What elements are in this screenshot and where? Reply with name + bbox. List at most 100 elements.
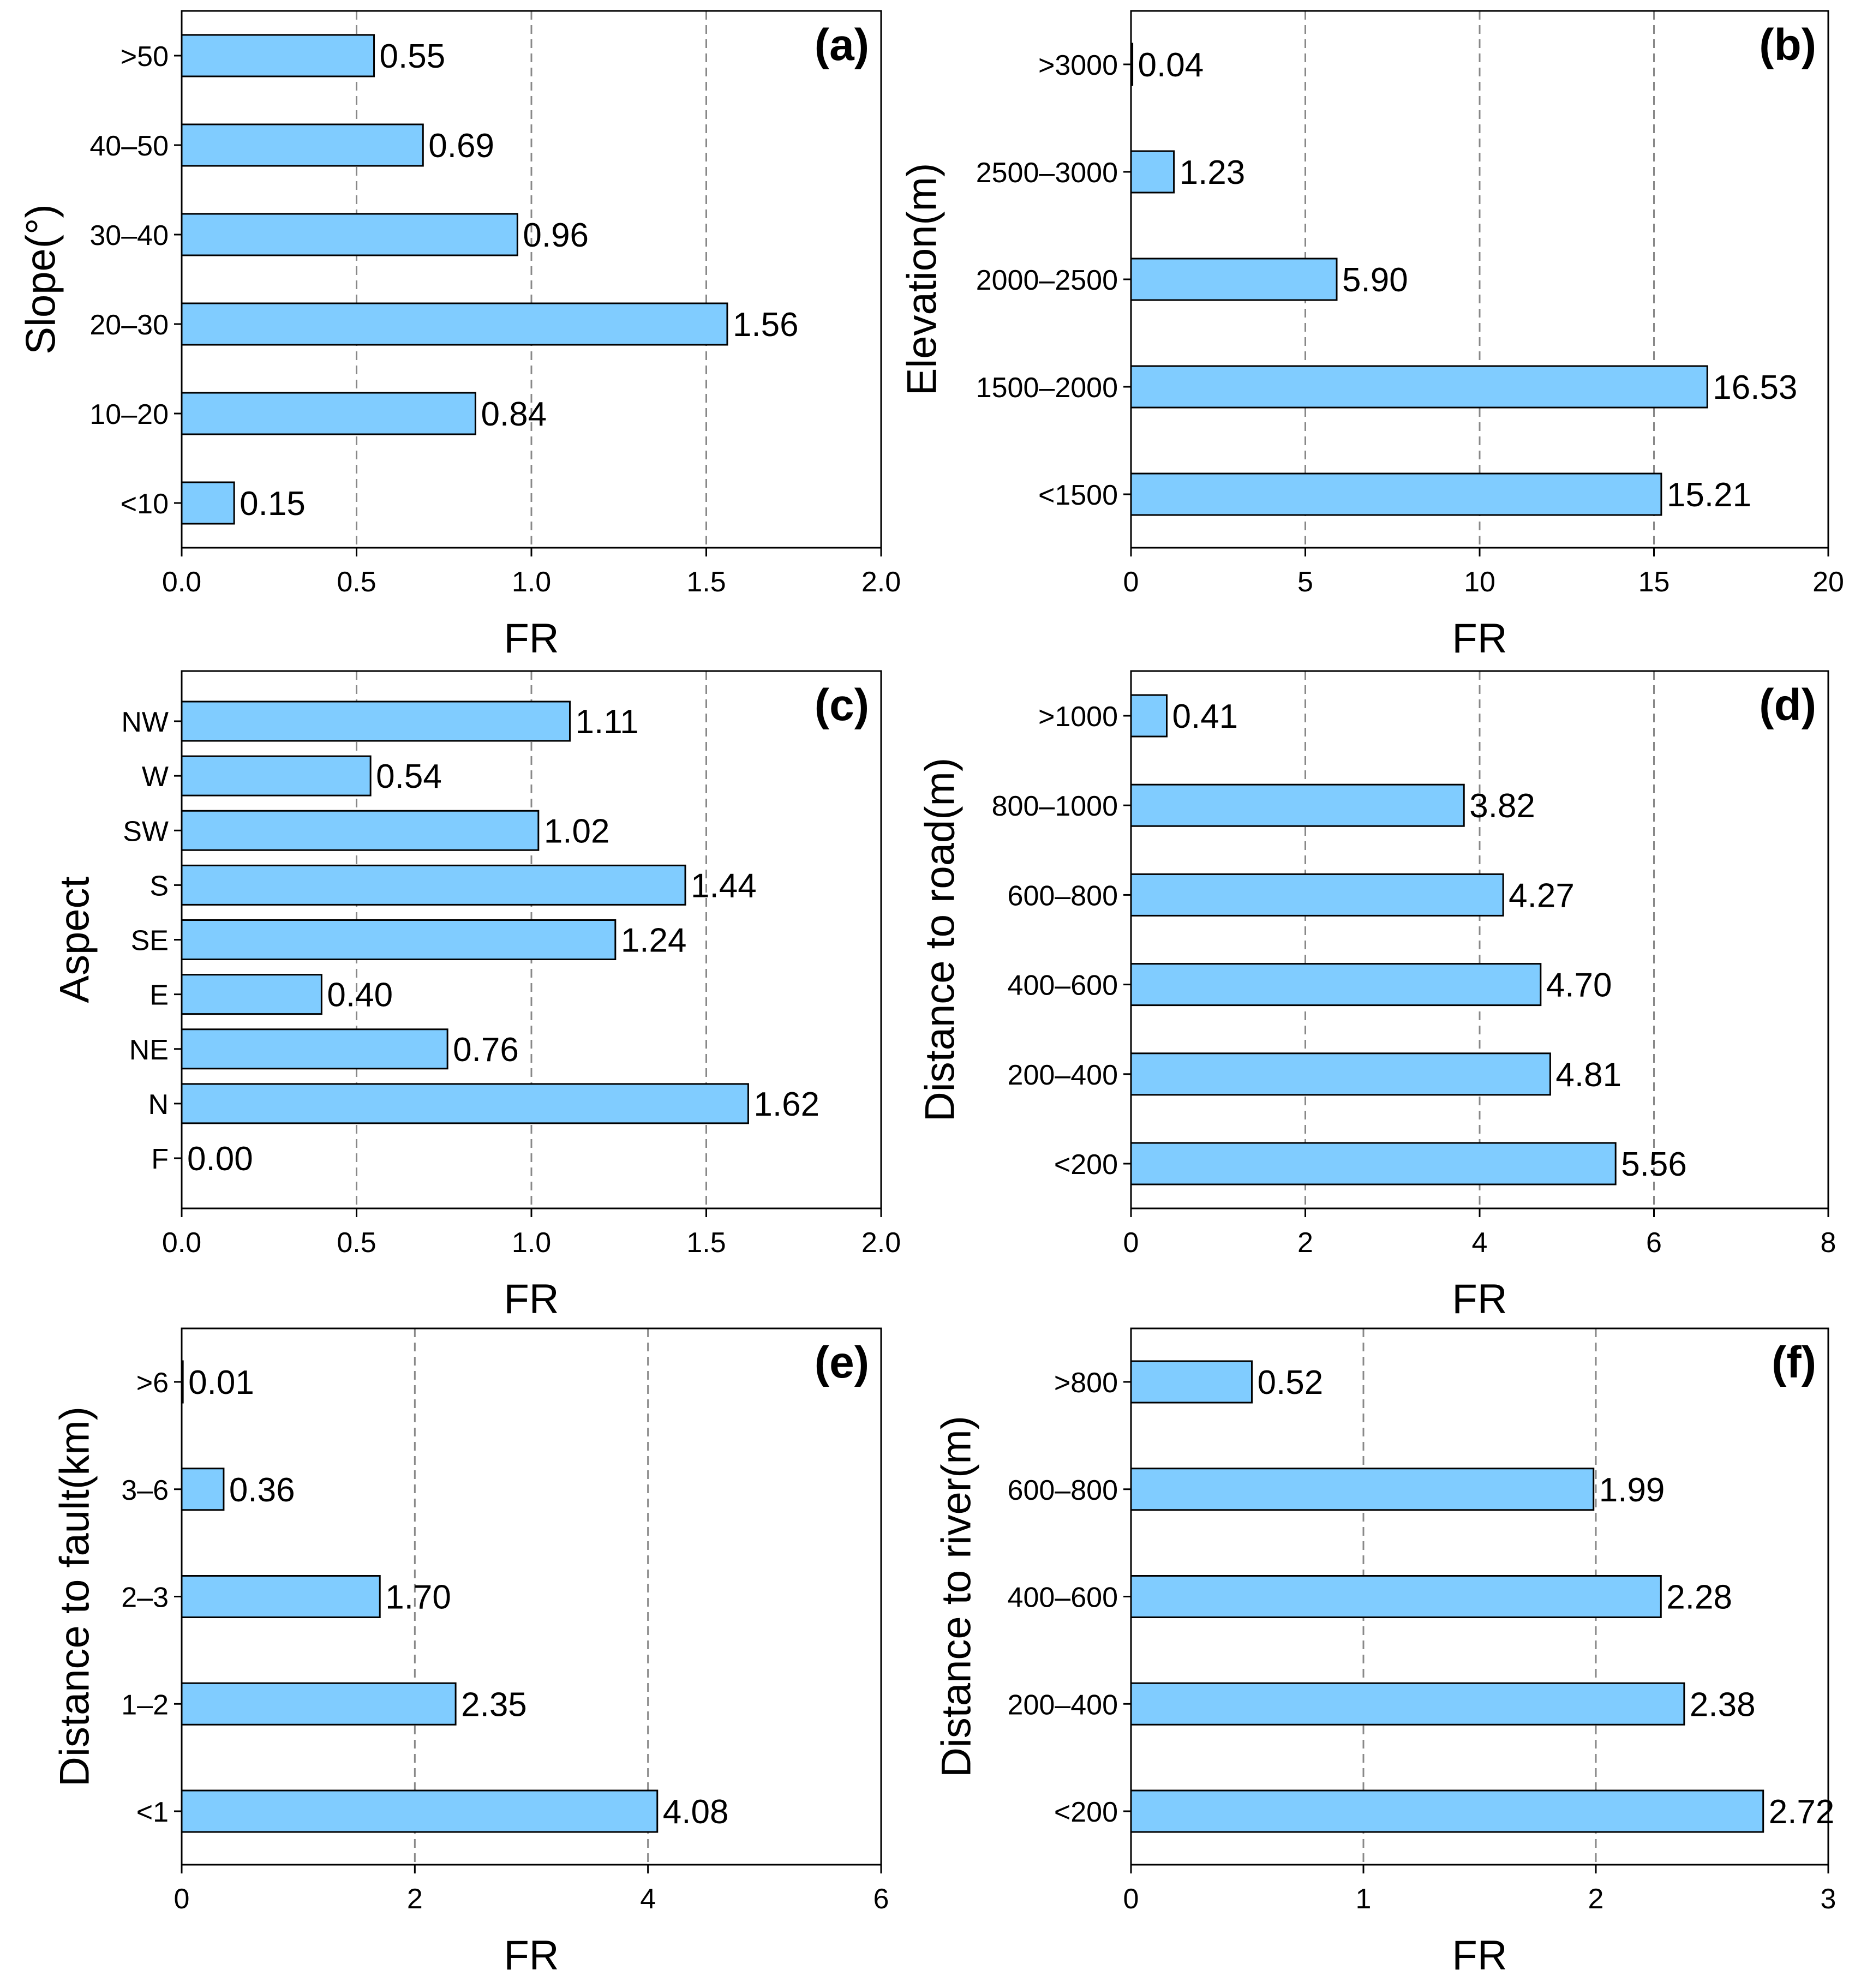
bar-SW [181,810,540,851]
data-label: 1.70 [385,1579,451,1616]
y-tick-label: 200–400 [1008,1689,1118,1721]
bar-400–600 [1130,1575,1662,1618]
y-tick-label: 200–400 [1008,1059,1118,1091]
bar-2000–2500 [1130,258,1338,301]
y-tick-label: >6 [136,1367,169,1399]
data-label: 0.00 [187,1140,253,1178]
bar-3–6 [181,1468,225,1511]
x-tick-label: 2 [407,1883,423,1915]
panel-label: (e) [815,1338,869,1387]
x-tick-label: 2.0 [861,566,901,598]
x-tick-label: 0.0 [162,1227,201,1259]
y-axis-title: Slope(°) [18,204,64,354]
y-tick-label: W [142,761,169,793]
bar->800 [1130,1360,1253,1404]
bar-20–30 [181,302,728,346]
x-tick-label: 0.0 [162,566,201,598]
x-tick-label: 2 [1297,1227,1313,1259]
data-label: 16.53 [1713,369,1797,406]
y-tick-label: 600–800 [1008,880,1118,912]
y-tick-label: 2000–2500 [976,265,1118,296]
y-tick-label: >1000 [1038,701,1118,733]
bar-800–1000 [1130,783,1465,827]
x-axis-title: FR [504,1276,559,1322]
data-label: 4.70 [1546,967,1612,1004]
bar-W [181,755,372,797]
bar-200–400 [1130,1682,1685,1726]
x-tick-label: 5 [1297,566,1313,598]
x-tick-label: 0 [1123,1227,1139,1259]
bar-40–50 [181,123,424,167]
y-tick-label: NE [129,1034,169,1066]
data-label: 0.40 [327,977,393,1014]
x-tick-label: 6 [1646,1227,1662,1259]
bar-10–20 [181,392,476,435]
panel-e: 4.08 2.35 1.70 0.36 0.01 <1 1–2 2–3 3–6 >6 0 2 4 6 FR D… [52,1327,889,1979]
data-label: 5.56 [1621,1146,1687,1183]
y-tick-label: E [149,980,169,1011]
panel-c: 0.00 1.62 0.76 0.40 1.241.44 1.02 0.54 1.11 FN NE… [52,670,901,1322]
x-tick-label: 3 [1821,1883,1836,1915]
y-tick-label: 400–600 [1008,970,1118,1002]
x-tick-label: 0 [1123,566,1139,598]
data-label: 0.04 [1138,46,1204,84]
panel-label: (a) [815,20,869,70]
panel-a: 0.15 0.84 1.56 0.96 0.69 0.55 <10 10–20 20–30 30–… [18,10,901,662]
data-label: 2.72 [1769,1793,1835,1831]
y-tick-label: SE [131,925,169,957]
data-label: 15.21 [1667,476,1751,514]
bar-2–3 [181,1575,381,1618]
x-tick-label: 1 [1356,1883,1372,1915]
bar-400–600 [1130,963,1542,1007]
y-axis-title: Aspect [52,876,98,1003]
x-tick-label: 1.5 [686,1227,726,1259]
panel-label: (d) [1759,680,1816,730]
y-tick-label: >800 [1054,1367,1118,1399]
data-label: 0.55 [380,38,446,75]
bar->50 [181,34,375,77]
x-tick-label: 0.5 [337,566,376,598]
data-label: 0.96 [523,217,589,254]
y-tick-label: <200 [1054,1149,1118,1181]
y-tick-label: 400–600 [1008,1582,1118,1614]
x-tick-label: 6 [873,1883,889,1915]
y-tick-label: 30–40 [89,220,169,252]
y-tick-label: <1 [136,1797,169,1828]
y-axis-title: Distance to fault(km) [52,1406,98,1787]
data-label: 1.02 [544,812,610,850]
y-tick-label: 40–50 [89,130,169,162]
x-tick-label: 2 [1588,1883,1604,1915]
x-axis-title: FR [504,1932,559,1979]
data-label: 1.23 [1180,154,1246,191]
y-tick-label: 2–3 [121,1582,169,1614]
y-tick-label: <1500 [1038,480,1118,511]
x-tick-label: 8 [1821,1227,1836,1259]
bar-<1 [181,1789,659,1833]
x-tick-label: 10 [1464,566,1495,598]
x-tick-label: 0 [1123,1883,1139,1915]
data-label: 0.54 [376,758,442,795]
y-tick-label: 20–30 [89,309,169,341]
bar-600–800 [1130,873,1504,917]
bar-2500–3000 [1130,150,1175,194]
data-label: 2.28 [1666,1579,1732,1616]
x-tick-label: 1.5 [686,566,726,598]
bar-<200 [1130,1142,1617,1185]
y-tick-label: F [151,1143,169,1175]
x-tick-label: 0 [174,1883,190,1915]
data-label: 1.62 [753,1086,819,1123]
data-label: 2.35 [461,1686,527,1723]
panel-label: (b) [1759,20,1816,70]
data-label: 1.24 [621,922,687,960]
x-axis-title: FR [1452,1276,1507,1322]
y-tick-label: <200 [1054,1797,1118,1828]
data-label: 0.36 [229,1471,295,1509]
y-tick-label: >3000 [1038,50,1118,81]
x-axis-title: FR [1452,615,1507,662]
y-tick-label: 3–6 [121,1475,169,1506]
data-label: 1.99 [1599,1471,1665,1509]
y-tick-label: N [148,1089,169,1121]
bar-NE [181,1028,448,1070]
y-axis-title: Distance to road(m) [917,758,964,1122]
y-tick-label: 2500–3000 [976,157,1118,189]
